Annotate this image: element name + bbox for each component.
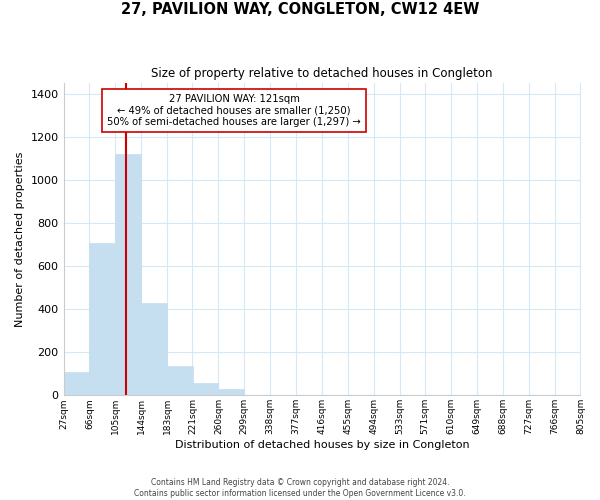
Title: Size of property relative to detached houses in Congleton: Size of property relative to detached ho… xyxy=(151,68,493,80)
Bar xyxy=(193,384,218,396)
Text: 27, PAVILION WAY, CONGLETON, CW12 4EW: 27, PAVILION WAY, CONGLETON, CW12 4EW xyxy=(121,2,479,18)
Bar xyxy=(141,302,167,396)
Bar xyxy=(115,154,141,396)
Text: 27 PAVILION WAY: 121sqm
← 49% of detached houses are smaller (1,250)
50% of semi: 27 PAVILION WAY: 121sqm ← 49% of detache… xyxy=(107,94,361,127)
Text: Contains HM Land Registry data © Crown copyright and database right 2024.
Contai: Contains HM Land Registry data © Crown c… xyxy=(134,478,466,498)
Y-axis label: Number of detached properties: Number of detached properties xyxy=(15,152,25,327)
Bar xyxy=(64,372,89,396)
X-axis label: Distribution of detached houses by size in Congleton: Distribution of detached houses by size … xyxy=(175,440,469,450)
Bar xyxy=(89,244,115,396)
Bar xyxy=(218,389,244,396)
Bar xyxy=(167,366,193,396)
